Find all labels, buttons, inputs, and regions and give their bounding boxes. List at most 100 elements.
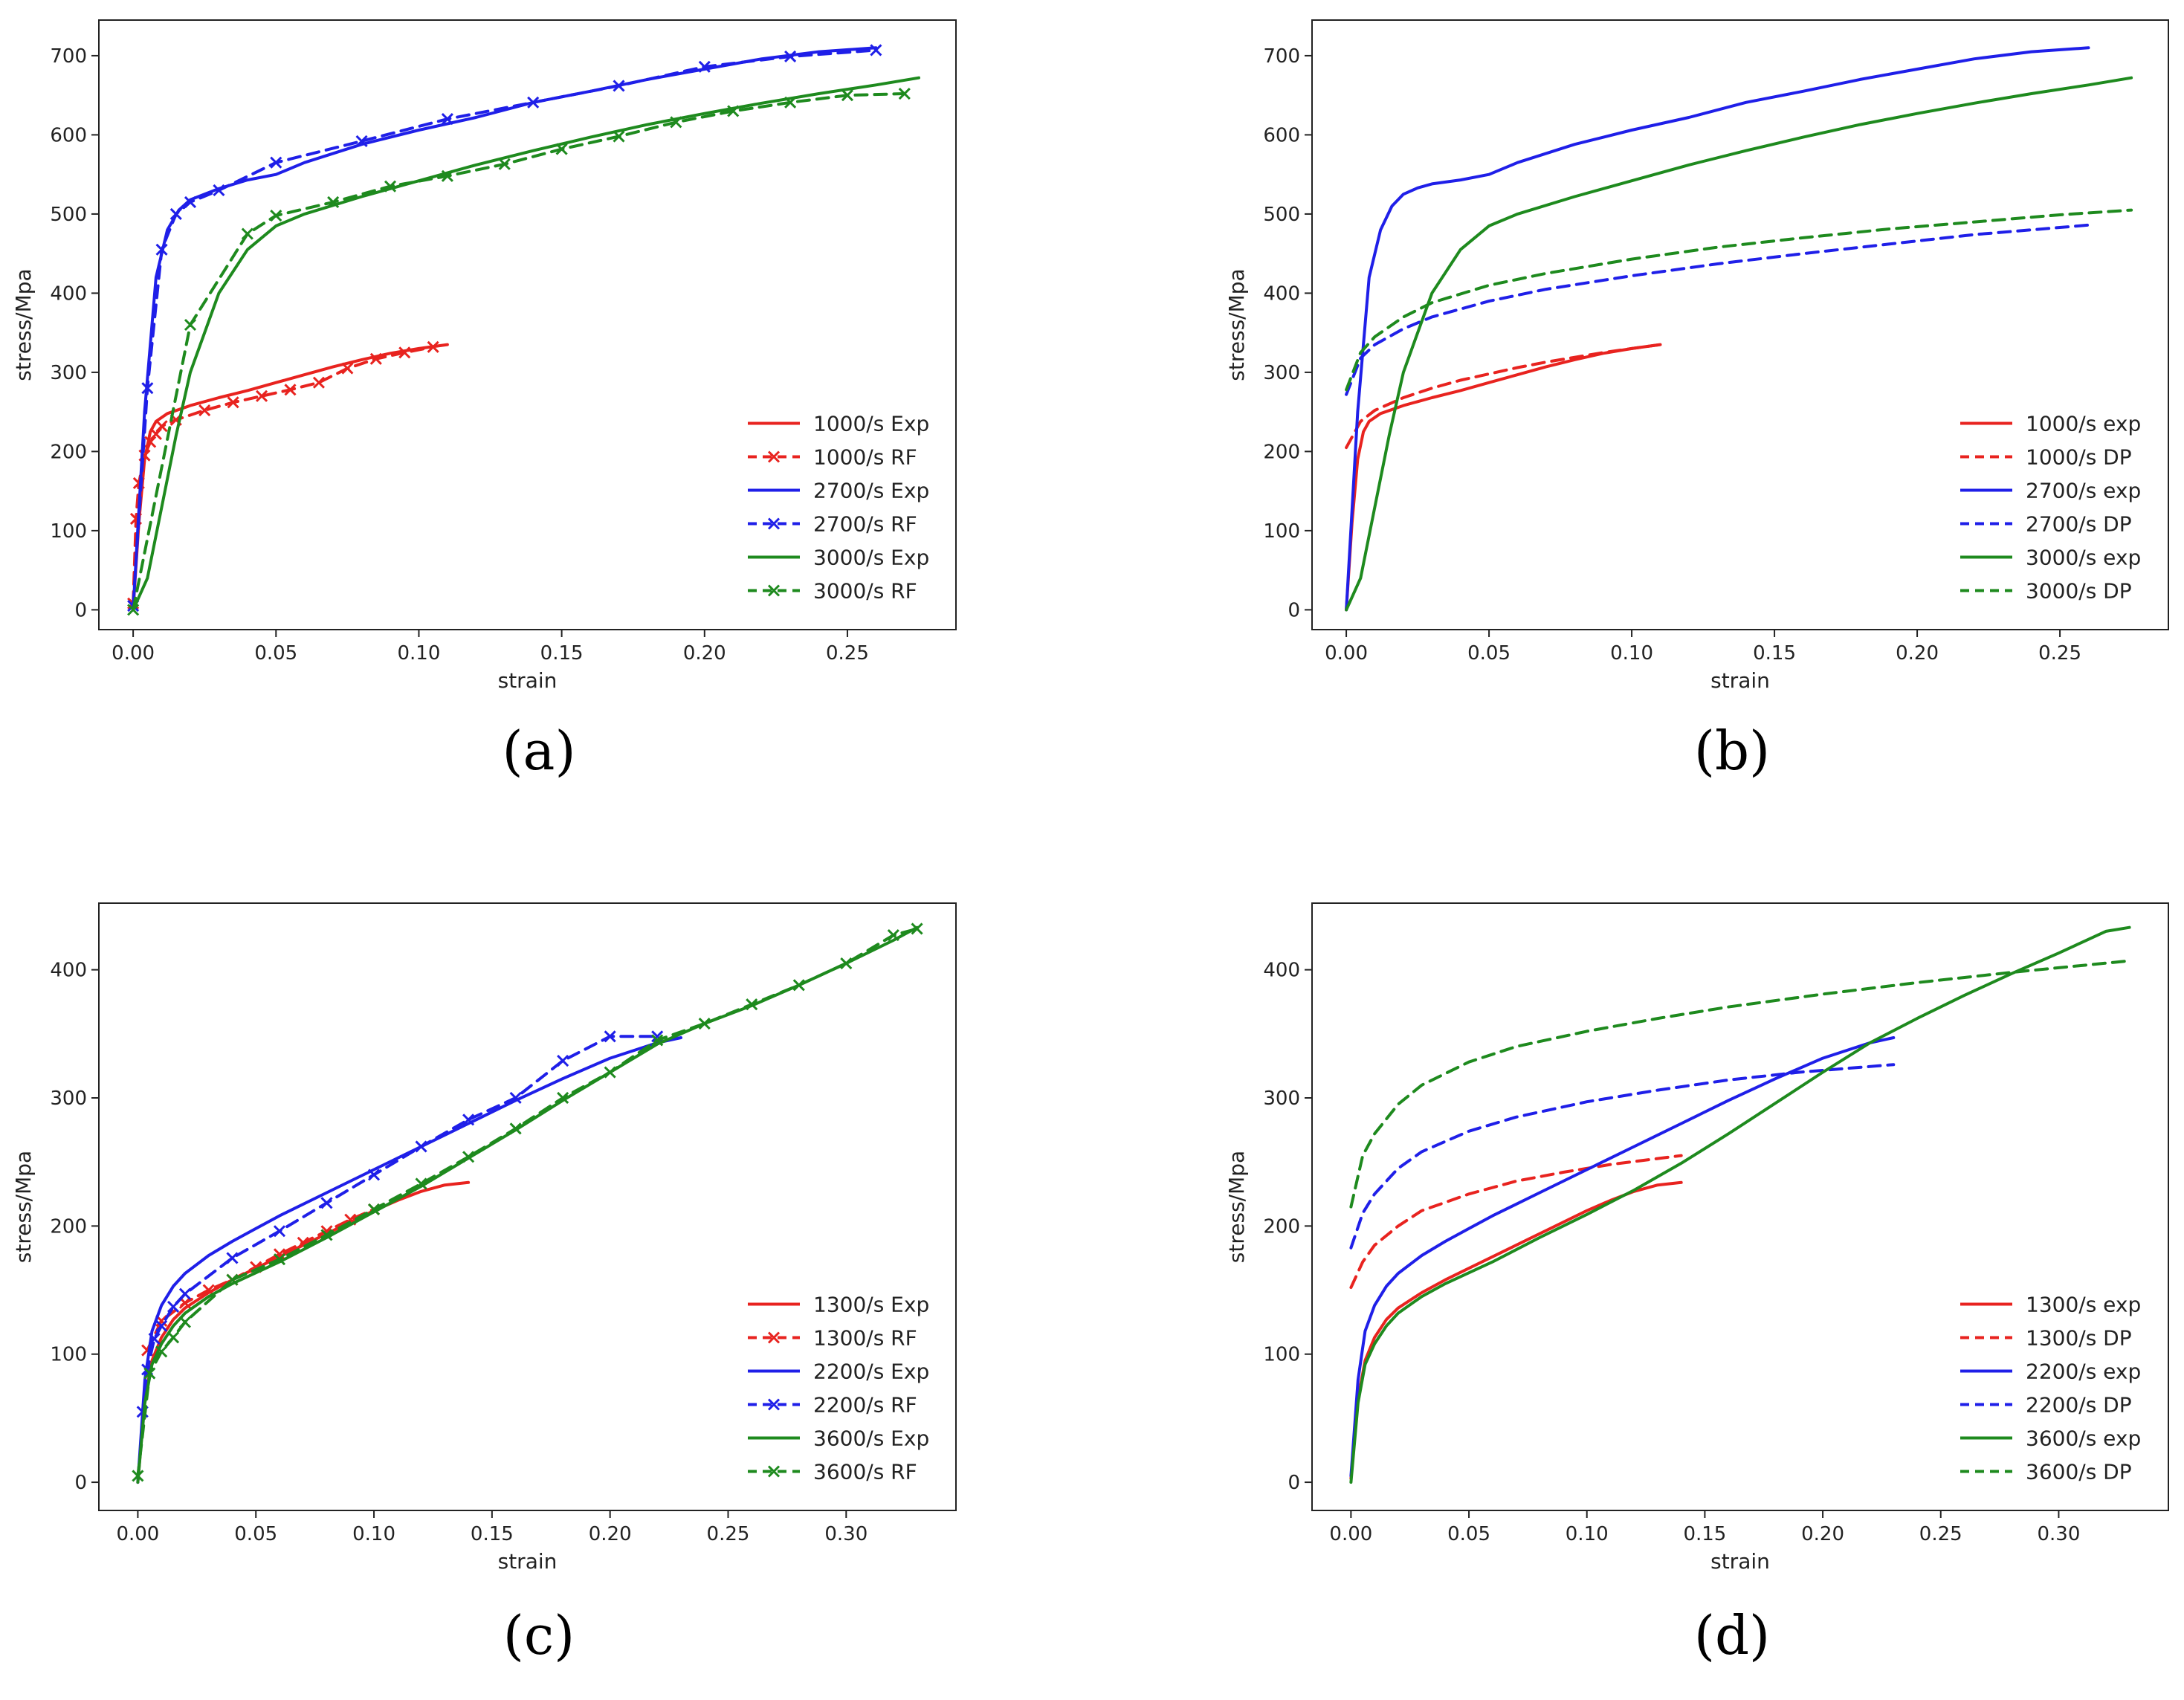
data-point-c-5 <box>155 1345 168 1358</box>
x-axis-label: strain <box>498 1549 558 1574</box>
data-point-c-3 <box>604 1030 616 1043</box>
legend-item: 1300/s DP <box>1960 1326 2132 1351</box>
data-point-a-1 <box>155 420 168 433</box>
legend-item: 3600/s RF <box>748 1460 917 1484</box>
data-point-a-5 <box>327 195 340 208</box>
data-point-a-5 <box>127 604 140 616</box>
data-point-a-3 <box>184 195 197 208</box>
y-tick-label: 400 <box>1263 282 1300 305</box>
data-point-c-5 <box>367 1203 381 1216</box>
chart-panel-b: 0.00 0.05 0.10 0.15 0.20 0.25 0 100 200 300 400 500… <box>1224 19 2169 782</box>
data-point-c-3 <box>155 1319 168 1332</box>
legend-label: 1000/s DP <box>2026 445 2132 470</box>
data-point-a-5 <box>898 87 911 100</box>
x-tick-label: 0.15 <box>1753 642 1796 665</box>
data-point-a-3 <box>270 156 282 169</box>
legend-label: 3000/s RF <box>813 579 917 604</box>
y-tick-label: 200 <box>1263 1215 1300 1238</box>
data-point-c-5 <box>143 1367 156 1380</box>
data-point-a-5 <box>784 96 797 109</box>
data-point-a-3 <box>441 113 453 126</box>
series-line-b-4 <box>1345 76 2133 612</box>
y-tick-label: 0 <box>1288 1472 1300 1494</box>
panels: 0.00 0.05 0.10 0.15 0.20 0.25 0 100 200 300 400 500… <box>11 19 2169 1667</box>
y-tick-label: 100 <box>50 520 87 543</box>
legend-item: 1300/s exp <box>1960 1293 2141 1317</box>
y-tick-label: 200 <box>50 441 87 463</box>
data-point-a-3 <box>169 207 182 220</box>
x-axis-label: strain <box>498 668 558 693</box>
y-tick-label: 200 <box>50 1215 87 1238</box>
data-point-a-5 <box>498 158 511 170</box>
plot-area <box>127 44 920 616</box>
series-line-a-4 <box>132 76 920 612</box>
y-tick-label: 300 <box>50 1087 87 1110</box>
chart-panel-c: 0.00 0.05 0.10 0.15 0.20 0.25 0.30 0 100 200 300 40… <box>11 902 957 1667</box>
legend-item: 3600/s Exp <box>748 1426 929 1451</box>
data-point-a-5 <box>184 318 197 332</box>
series-line-d-2 <box>1349 1036 1896 1478</box>
data-point-a-1 <box>256 390 268 402</box>
y-tick-label: 700 <box>50 45 87 68</box>
legend-label: 2700/s RF <box>813 512 917 537</box>
y-axis-label: stress/Mpa <box>1224 268 1249 381</box>
data-point-a-5 <box>727 105 740 117</box>
data-point-a-1 <box>369 352 382 365</box>
y-tick-label: 600 <box>50 124 87 146</box>
data-point-c-5 <box>911 922 923 935</box>
legend-item: 2700/s RF <box>748 512 917 537</box>
x-axis-label: strain <box>1710 1549 1770 1574</box>
data-point-a-3 <box>870 44 882 56</box>
plot-area <box>1345 46 2133 612</box>
data-point-c-5 <box>746 998 758 1011</box>
y-tick-label: 0 <box>74 1472 87 1494</box>
data-point-a-3 <box>613 80 625 92</box>
legend-item: 2200/s DP <box>1960 1393 2132 1418</box>
y-tick-label: 400 <box>50 960 87 982</box>
legend-label: 2700/s Exp <box>813 479 929 503</box>
data-point-a-3 <box>141 382 154 395</box>
data-point-a-5 <box>670 116 682 129</box>
data-point-a-5 <box>384 180 397 193</box>
legend-label: 2200/s DP <box>2026 1393 2132 1418</box>
y-axis-label: stress/Mpa <box>11 1151 36 1263</box>
legend-item: 2700/s Exp <box>748 479 929 503</box>
x-tick-label: 0.05 <box>1467 642 1511 665</box>
data-point-c-3 <box>462 1114 475 1126</box>
x-tick-label: 0.20 <box>589 1523 632 1545</box>
data-point-c-5 <box>792 979 805 992</box>
data-point-a-1 <box>198 404 211 417</box>
data-point-a-5 <box>613 130 625 143</box>
y-tick-label: 100 <box>1263 1344 1300 1366</box>
legend: 1300/s exp 1300/s DP 2200/s exp 2200/s DP 36… <box>1960 1293 2141 1484</box>
series-line-a-3 <box>132 48 878 608</box>
data-point-c-5 <box>178 1316 191 1328</box>
y-tick-label: 0 <box>1288 599 1300 621</box>
legend-item: 3600/s exp <box>1960 1426 2141 1451</box>
legend-label: 1300/s RF <box>813 1326 917 1351</box>
x-tick-label: 0.10 <box>352 1523 395 1545</box>
series-line-d-5 <box>1349 959 2131 1209</box>
series-line-b-5 <box>1345 208 2133 392</box>
x-tick-label: 0.25 <box>826 642 869 665</box>
legend-item: 3000/s exp <box>1960 546 2141 570</box>
x-tick-label: 0.30 <box>824 1523 868 1545</box>
x-tick-label: 0.15 <box>471 1523 514 1545</box>
data-point-c-5 <box>557 1091 569 1105</box>
x-tick-label: 0.00 <box>1325 642 1368 665</box>
plot-frame <box>1311 19 2169 630</box>
chart-panel-d: 0.00 0.05 0.10 0.15 0.20 0.25 0.30 0 100 200 300 40… <box>1224 902 2169 1667</box>
data-point-c-5 <box>226 1273 239 1286</box>
y-tick-label: 300 <box>50 362 87 384</box>
legend-item: 1000/s DP <box>1960 445 2132 470</box>
data-point-a-1 <box>227 396 239 409</box>
data-point-c-3 <box>273 1225 286 1238</box>
data-point-c-5 <box>509 1122 522 1135</box>
plot-frame <box>1311 902 2169 1511</box>
data-point-c-5 <box>132 1470 144 1482</box>
x-tick-label: 0.10 <box>398 642 441 665</box>
series-line-c-3 <box>140 1035 659 1414</box>
data-point-a-1 <box>149 427 162 441</box>
x-tick-label: 0.00 <box>116 1523 159 1545</box>
legend-item: 2700/s DP <box>1960 512 2132 537</box>
